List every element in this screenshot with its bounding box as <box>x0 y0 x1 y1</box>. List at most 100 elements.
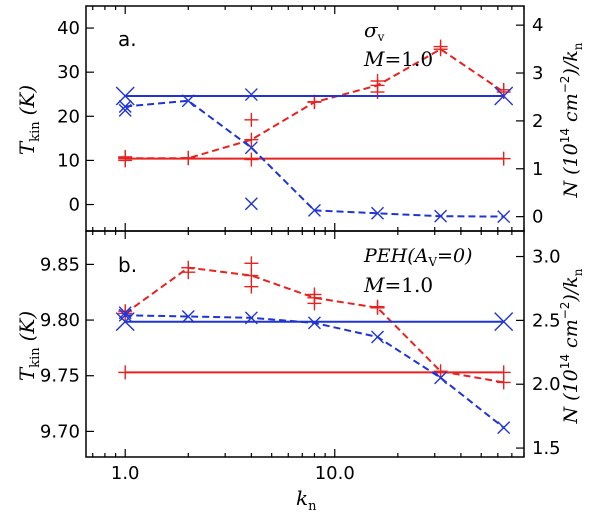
peh-text: PEH(A <box>363 245 428 267</box>
y-right-tick-label-p1-1: 2.0 <box>532 374 561 395</box>
panel-a-ticks: 0 10 20 30 40 0 1 2 3 4 <box>57 6 543 231</box>
data-point-p1-s1-6 <box>370 299 385 314</box>
tkin-subscript: kin <box>28 121 43 142</box>
n-kn-sub-a: n <box>571 42 585 50</box>
y-right-tick-label-p0-3: 3 <box>532 63 543 84</box>
panel-a-label: a. <box>118 27 137 51</box>
data-point-p0-s3-4 <box>371 206 385 220</box>
data-point-p1-s3-1 <box>181 310 195 324</box>
svg-text:Tkin(K): Tkin (K) <box>15 311 43 381</box>
data-point-p0-s1-8 <box>433 39 448 54</box>
tkin-unit-b: (K) <box>15 311 39 342</box>
panel-b-label: b. <box>118 253 137 277</box>
sigma-symbol: σ <box>364 18 379 42</box>
y-right-tick-label-p1-0: 1.5 <box>532 438 561 459</box>
data-point-p1-s0-5 <box>433 364 448 379</box>
panel-a-left-axis-label: Tkin (K) <box>15 85 43 155</box>
y-right-tick-label-p0-0: 0 <box>532 207 543 228</box>
data-point-p0-s4-1 <box>244 88 258 102</box>
data-point-p0-s0-2 <box>244 132 259 147</box>
data-point-p0-s2-0 <box>118 151 133 166</box>
data-point-p1-s2-0 <box>118 365 133 380</box>
panel-b-annotation-peh: PEH(AV=0) <box>363 245 472 269</box>
y-right-tick-label-p0-4: 4 <box>532 15 543 36</box>
peh-subscript: V <box>427 255 437 269</box>
y-left-tick-label-p0-4: 40 <box>57 18 80 39</box>
n-label-b: N (10 <box>560 369 582 424</box>
n-exp-a: 14 <box>558 128 572 143</box>
panel-b-ticks: 1.0 10.0 9.70 9.75 9.80 9.85 1.5 2.0 2.5 3.0 <box>40 231 561 484</box>
panel-b: 1.0 10.0 9.70 9.75 9.80 9.85 1.5 2.0 2.5 3.0 b. P… <box>15 230 585 484</box>
tkin-subscript-b: kin <box>28 347 43 368</box>
n-kn-a: )/k <box>560 50 582 76</box>
panel-a-annotation-sigma: σv <box>364 18 385 44</box>
data-point-p1-s3-4 <box>371 330 385 344</box>
data-point-p1-s3-3 <box>307 316 321 330</box>
n-cm-exp-b: −2 <box>558 302 572 320</box>
data-point-p0-s3-6 <box>497 210 511 224</box>
y-right-tick-label-p0-2: 2 <box>532 111 543 132</box>
data-point-p0-s5-1 <box>494 86 514 106</box>
tkin-unit: (K) <box>15 85 39 116</box>
data-point-p0-s1-5 <box>307 94 322 109</box>
y-right-tick-label-p1-3: 3.0 <box>532 247 561 268</box>
data-point-p1-s1-5 <box>307 296 322 311</box>
panel-b-right-axis-label: N (1014 cm−2)/kn <box>558 268 585 424</box>
panel-a-plot-area <box>115 39 514 224</box>
svg-text:Tkin(K): Tkin (K) <box>15 85 43 155</box>
tkin-symbol-b: T <box>15 366 39 381</box>
n-cm-exp-a: −2 <box>558 76 572 94</box>
svg-text:N (1014cm−2)/kn: N (1014 cm−2)/kn <box>558 42 585 198</box>
data-point-p1-s5-1 <box>494 312 514 332</box>
mach-value: =1.0 <box>384 47 433 71</box>
data-point-p1-s5-0 <box>115 312 135 332</box>
peh-tail: =0) <box>437 245 472 267</box>
data-point-p0-s4-2 <box>244 197 258 211</box>
kn-subscript: n <box>308 499 317 514</box>
panel-a-frame <box>85 5 525 232</box>
n-kn-b: )/k <box>560 276 582 302</box>
mach-symbol: M <box>363 47 385 71</box>
tkin-symbol: T <box>15 140 39 155</box>
y-left-tick-label-p0-3: 30 <box>57 62 80 83</box>
n-exp-b: 14 <box>558 354 572 369</box>
panel-b-frame <box>85 230 525 458</box>
y-left-tick-label-p1-2: 9.80 <box>40 310 80 331</box>
x-axis-label: kn <box>296 486 317 514</box>
data-point-p0-s2-1 <box>496 151 511 166</box>
data-point-p0-s3-3 <box>307 203 321 217</box>
data-point-p1-s3-5 <box>434 371 448 385</box>
y-left-tick-label-p0-2: 20 <box>57 106 80 127</box>
kn-symbol: k <box>296 486 308 510</box>
panel-b-left-axis-label: Tkin (K) <box>15 311 43 381</box>
data-point-p1-s2-1 <box>496 365 511 380</box>
n-kn-sub-b: n <box>571 268 585 276</box>
y-left-tick-label-p1-3: 9.85 <box>40 254 80 275</box>
y-left-tick-label-p0-0: 0 <box>69 195 80 216</box>
sigma-subscript: v <box>377 30 385 44</box>
data-point-p1-s1-1 <box>181 265 196 280</box>
data-point-p0-s3-2 <box>244 141 258 155</box>
y-right-tick-label-p0-1: 1 <box>532 159 543 180</box>
panel-b-plot-area <box>115 256 514 435</box>
data-point-p0-s1-7 <box>370 74 385 88</box>
data-point-p0-s1-3 <box>244 112 259 127</box>
data-point-p1-s3-0 <box>118 308 132 322</box>
x-tick-label-1: 10.0 <box>315 463 355 484</box>
n-label-a: N (10 <box>560 143 582 198</box>
mach-symbol-b: M <box>363 273 385 297</box>
n-cm-b: cm <box>560 319 582 348</box>
y-left-tick-label-p0-1: 10 <box>57 150 80 171</box>
data-point-p0-s1-9 <box>496 82 511 97</box>
data-point-p0-s5-0 <box>115 86 135 106</box>
data-point-p1-s1-3 <box>244 279 259 294</box>
series-line-p1-s0 <box>124 266 504 384</box>
panel-b-annotation-mach: M=1.0 <box>363 273 433 297</box>
data-point-p1-s3-6 <box>497 421 511 435</box>
data-point-p0-s3-5 <box>434 209 448 223</box>
data-point-p1-s1-2 <box>244 256 259 271</box>
data-point-p0-s3-0 <box>118 100 132 114</box>
x-tick-label-0: 1.0 <box>111 463 140 484</box>
svg-text:N (1014cm−2)/kn: N (1014 cm−2)/kn <box>558 268 585 424</box>
